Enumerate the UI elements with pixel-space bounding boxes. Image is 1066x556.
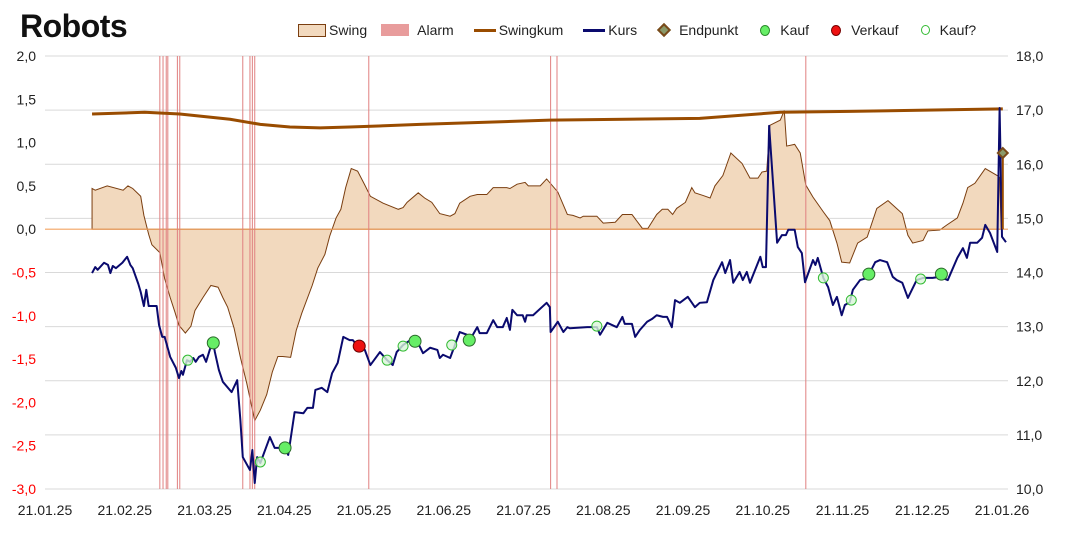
kauf-q-marker <box>845 294 857 306</box>
x-axis-tick-label: 21.01.26 <box>975 502 1030 518</box>
swingkum-line <box>92 107 1003 130</box>
x-axis-tick-label: 21.11.25 <box>816 502 870 518</box>
kauf-marker <box>934 267 948 281</box>
legend-label-swingkum: Swingkum <box>498 22 564 38</box>
legend-label-alarm: Alarm <box>417 22 454 38</box>
right-axis-tick-label: 13,0 <box>1016 319 1043 335</box>
kauf-q-marker <box>817 272 829 284</box>
left-axis-tick-label: -2,5 <box>12 438 36 454</box>
legend-diamond-icon <box>657 22 672 38</box>
kauf-q-marker <box>381 354 393 366</box>
kauf-marker <box>408 334 422 348</box>
kauf-marker <box>462 333 476 347</box>
left-axis-tick-label: 1,5 <box>17 91 37 107</box>
legend-item-alarm: Alarm <box>381 22 454 38</box>
right-axis-tick-label: 10,0 <box>1016 481 1043 497</box>
left-axis-tick-label: -0,5 <box>12 265 36 281</box>
x-axis-tick-label: 21.12.25 <box>895 502 950 518</box>
left-axis-tick-label: 0,5 <box>17 178 37 194</box>
legend-verkauf-dot-icon <box>831 24 842 36</box>
legend-swatch-swingkum <box>473 28 496 32</box>
kauf-marker <box>862 267 876 281</box>
kauf-marker <box>206 336 220 350</box>
left-axis-tick-label: 0,0 <box>17 221 37 237</box>
right-axis-tick-label: 16,0 <box>1016 156 1043 172</box>
x-axis-tick-label: 21.09.25 <box>656 502 711 518</box>
legend-swatch-alarm <box>381 24 410 36</box>
kauf-q-marker <box>397 340 409 352</box>
verkauf-marker <box>352 339 366 353</box>
legend-item-verkauf: Verkauf <box>823 22 899 38</box>
right-axis-tick-label: 14,0 <box>1016 265 1043 281</box>
kurs-line <box>91 106 1007 485</box>
legend-label-kauf-q: Kauf? <box>939 22 977 38</box>
swing-area <box>91 110 1002 423</box>
legend-kauf-q-dot-icon <box>920 25 930 35</box>
chart-title: Robots <box>20 8 128 44</box>
legend-item-endpunkt: Endpunkt <box>651 22 738 38</box>
legend-swatch-kurs <box>583 28 606 32</box>
legend-swatch-swing <box>298 23 326 37</box>
legend-label-endpunkt: Endpunkt <box>679 22 739 38</box>
x-axis-tick-label: 21.06.25 <box>417 502 472 518</box>
legend: Swing Alarm Swingkum Kurs Endpunkt Kauf … <box>298 22 990 38</box>
x-axis-tick-label: 21.05.25 <box>337 502 392 518</box>
left-axis-tick-label: -1,5 <box>12 351 36 367</box>
left-axis-tick-label: -3,0 <box>12 481 36 497</box>
legend-label-kurs: Kurs <box>608 22 638 38</box>
legend-item-kauf: Kauf <box>752 22 809 38</box>
kauf-q-marker <box>591 320 603 332</box>
kauf-q-marker <box>182 354 194 366</box>
kauf-marker <box>278 441 292 455</box>
kauf-q-marker <box>915 273 927 285</box>
left-axis-tick-label: 1,0 <box>17 135 37 151</box>
x-axis-tick-label: 21.04.25 <box>257 502 312 518</box>
right-axis-tick-label: 17,0 <box>1016 102 1043 118</box>
right-axis-tick-label: 15,0 <box>1016 210 1043 226</box>
legend-label-kauf: Kauf <box>780 22 810 38</box>
legend-label-swing: Swing <box>329 22 368 38</box>
kauf-q-marker <box>446 339 458 351</box>
x-axis-tick-label: 21.01.25 <box>18 502 73 518</box>
x-axis-tick-label: 21.08.25 <box>576 502 631 518</box>
endpunkt-marker <box>996 146 1010 160</box>
left-axis-tick-label: -2,0 <box>12 394 36 410</box>
legend-item-swingkum: Swingkum <box>468 22 564 38</box>
right-axis-tick-label: 18,0 <box>1016 48 1043 64</box>
legend-item-kauf-q: Kauf? <box>913 22 977 38</box>
right-axis-tick-label: 11,0 <box>1016 427 1042 443</box>
legend-item-swing: Swing <box>298 22 367 38</box>
legend-kauf-dot-icon <box>760 24 771 36</box>
x-axis-tick-label: 21.10.25 <box>736 502 791 518</box>
x-axis-tick-label: 21.03.25 <box>177 502 232 518</box>
kauf-q-marker <box>254 456 266 468</box>
legend-item-kurs: Kurs <box>577 22 637 38</box>
x-axis-tick-label: 21.02.25 <box>98 502 153 518</box>
x-axis-tick-label: 21.07.25 <box>496 502 551 518</box>
left-axis-tick-label: -1,0 <box>12 308 36 324</box>
right-axis-tick-label: 12,0 <box>1016 373 1043 389</box>
legend-label-verkauf: Verkauf <box>851 22 899 38</box>
left-axis-tick-label: 2,0 <box>17 48 37 64</box>
